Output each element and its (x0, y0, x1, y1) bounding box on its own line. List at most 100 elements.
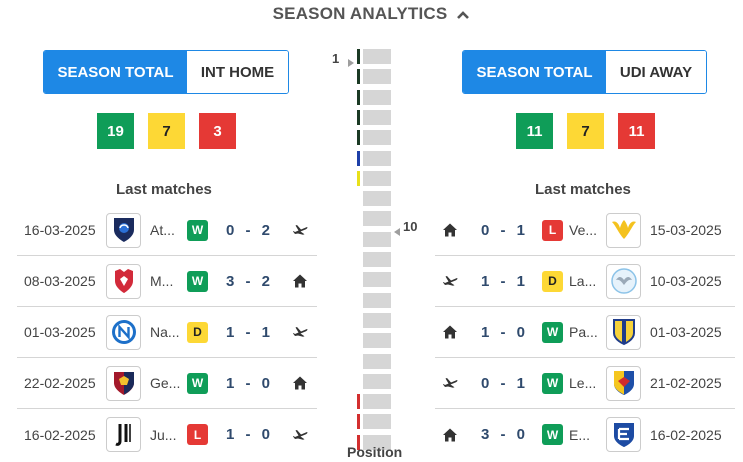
opponent-name[interactable]: At... (150, 222, 175, 238)
match-row[interactable]: 08-03-2025 M... W 3 - 2 (17, 256, 317, 307)
plane-icon (291, 426, 309, 444)
position-box (363, 414, 391, 430)
position-box (363, 394, 391, 410)
result-badge: W (542, 424, 563, 445)
tab-season-total-away[interactable]: SEASON TOTAL (463, 51, 606, 93)
opponent-name[interactable]: Ju... (150, 426, 177, 443)
position-slot (357, 170, 391, 186)
match-score: 3 - 0 (481, 426, 526, 443)
position-top-number: 1 (332, 51, 340, 66)
away-tabs: SEASON TOTAL UDI AWAY (462, 50, 707, 94)
season-analytics-header[interactable]: SEASON ANALYTICS (0, 4, 743, 25)
home-icon (291, 272, 309, 290)
position-slot (357, 434, 391, 450)
losses-count: 3 (199, 113, 236, 149)
position-box (363, 252, 391, 267)
zone-marker (357, 170, 360, 186)
opponent-name[interactable]: Le... (569, 375, 597, 391)
match-row[interactable]: 1 - 1 D La... 10-03-2025 (435, 256, 735, 307)
position-box (363, 373, 391, 389)
match-date: 22-02-2025 (24, 375, 96, 391)
match-date: 01-03-2025 (650, 324, 722, 340)
lecce-crest-icon (606, 365, 641, 401)
position-label: Position (347, 444, 403, 460)
home-icon (291, 374, 309, 392)
zone-marker (357, 394, 360, 410)
match-row[interactable]: 01-03-2025 Na... D 1 - 1 (17, 307, 317, 358)
losses-count: 11 (618, 113, 655, 149)
zone-marker (357, 333, 360, 348)
venezia-crest-icon (606, 212, 641, 248)
position-box (363, 191, 391, 207)
zone-marker (357, 150, 360, 166)
position-slot (357, 211, 391, 227)
opponent-name[interactable]: Pa... (569, 324, 598, 340)
match-date: 01-03-2025 (24, 324, 96, 340)
tab-udi-away[interactable]: UDI AWAY (606, 51, 706, 93)
opponent-name[interactable]: M... (150, 273, 174, 289)
zone-marker (357, 232, 360, 247)
opponent-name[interactable]: La... (569, 273, 597, 289)
match-row[interactable]: 0 - 1 W Le... 21-02-2025 (435, 358, 735, 409)
position-box (363, 130, 391, 146)
match-score: 1 - 1 (226, 323, 271, 341)
tab-int-home[interactable]: INT HOME (187, 51, 288, 93)
match-date: 16-02-2025 (24, 426, 96, 443)
zone-marker (357, 69, 360, 85)
position-slot (357, 130, 391, 146)
result-badge: W (542, 321, 563, 343)
tab-season-total-home[interactable]: SEASON TOTAL (44, 51, 187, 93)
away-stats: 11 7 11 (516, 113, 655, 149)
match-row[interactable]: 16-02-2025 Ju... L 1 - 0 (17, 409, 317, 460)
position-box (363, 353, 391, 369)
arrow-right-icon (348, 54, 354, 72)
match-row[interactable]: 22-02-2025 Ge... W 1 - 0 (17, 358, 317, 409)
atalanta-crest-icon (106, 212, 141, 248)
zone-marker (357, 89, 360, 105)
match-score: 0 - 2 (226, 221, 271, 239)
opponent-name[interactable]: Ge... (150, 375, 181, 391)
empoli-crest-icon (606, 417, 641, 452)
section-title: SEASON ANALYTICS (272, 4, 448, 23)
result-badge: W (187, 372, 208, 394)
result-badge: D (187, 321, 208, 343)
napoli-crest-icon (106, 314, 141, 350)
match-row[interactable]: 16-03-2025 At... W 0 - 2 (17, 205, 317, 256)
opponent-name[interactable]: Na... (150, 324, 180, 340)
monza-crest-icon (106, 263, 141, 299)
position-slot (357, 373, 391, 389)
position-slot (357, 231, 391, 247)
match-row[interactable]: 1 - 0 W Pa... 01-03-2025 (435, 307, 735, 358)
position-box (363, 211, 391, 227)
genoa-crest-icon (106, 365, 141, 401)
plane-icon (291, 221, 309, 239)
position-box (363, 292, 391, 308)
opponent-name[interactable]: Ve... (569, 222, 598, 238)
last-matches-title: Last matches (535, 181, 631, 198)
match-row[interactable]: 0 - 1 L Ve... 15-03-2025 (435, 205, 735, 256)
home-tabs: SEASON TOTAL INT HOME (43, 50, 289, 94)
lazio-crest-icon (606, 263, 641, 299)
chevron-up-icon[interactable] (456, 5, 470, 25)
match-date: 10-03-2025 (650, 273, 722, 289)
position-slot (357, 89, 391, 105)
match-row[interactable]: 3 - 0 W E... 16-02-2025 (435, 409, 735, 460)
zone-marker (357, 252, 360, 267)
zone-marker (357, 130, 360, 146)
position-box (363, 109, 391, 125)
zone-marker (357, 211, 360, 226)
match-date: 16-02-2025 (650, 426, 722, 443)
position-slot (357, 414, 391, 430)
result-badge: W (187, 219, 208, 241)
plane-icon (291, 323, 309, 341)
arrow-left-icon (394, 223, 400, 241)
opponent-name[interactable]: E... (569, 426, 591, 443)
position-slot (357, 109, 391, 125)
match-score: 0 - 1 (481, 374, 526, 392)
home-stats: 19 7 3 (97, 113, 236, 149)
home-icon (441, 323, 459, 341)
position-box (363, 49, 391, 64)
draws-count: 7 (567, 113, 604, 149)
home-last-matches: 16-03-2025 At... W 0 - 2 08-03-2025 M...… (17, 205, 317, 460)
zone-marker (357, 272, 360, 287)
